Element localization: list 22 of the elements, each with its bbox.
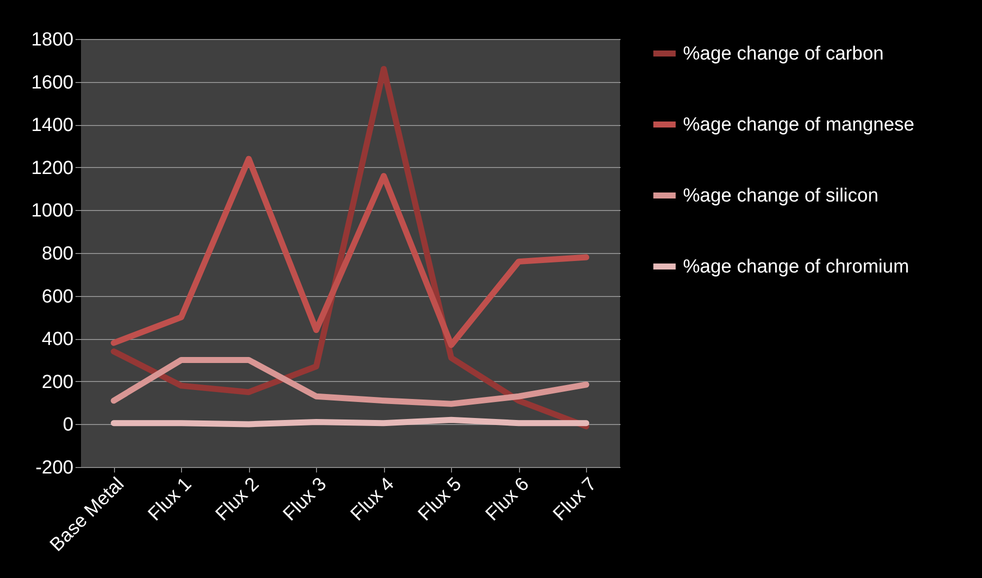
y-tick-label: 800 (42, 244, 74, 264)
legend-label: %age change of silicon (683, 186, 878, 206)
y-tick-label: 1600 (31, 72, 74, 94)
legend-label: %age change of mangnese (683, 114, 914, 136)
x-tick-label: Flux 3 (279, 474, 331, 526)
y-tick-label: 1400 (31, 115, 74, 136)
y-tick-label: 1200 (31, 158, 74, 179)
y-tick-label: 200 (42, 372, 74, 393)
x-tick-label: Flux 7 (549, 474, 601, 526)
x-tick-label: Flux 4 (346, 473, 399, 526)
y-tick-label: 0 (62, 414, 74, 436)
y-tick-label: 1000 (31, 200, 74, 222)
x-tick-label: Flux 5 (414, 474, 466, 526)
legend-label: %age change of chromium (683, 256, 910, 278)
y-tick-label: 1800 (31, 30, 74, 50)
legend-label: %age change of carbon (683, 44, 884, 64)
x-tick-label: Flux 6 (482, 474, 534, 526)
y-tick-label: 400 (42, 329, 74, 350)
x-tick-label: Flux 1 (144, 474, 196, 526)
y-tick-label: 600 (42, 286, 74, 308)
x-tick-label: Flux 2 (212, 474, 264, 526)
y-tick-label: -200 (35, 458, 74, 478)
